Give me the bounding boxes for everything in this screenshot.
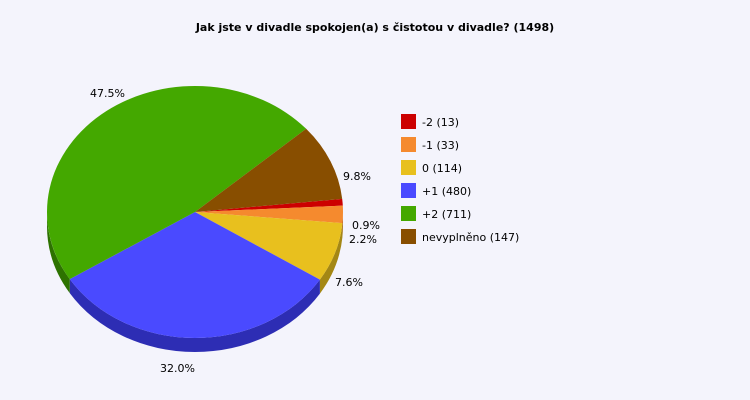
slice-side-+2 — [47, 212, 70, 294]
slice-side-+1 — [69, 279, 320, 353]
legend-entry-+2: +2 (711) — [422, 208, 471, 221]
pie-slice--1 — [195, 205, 343, 224]
pie-slice-+2 — [47, 86, 307, 280]
pie-slice-0 — [195, 212, 343, 280]
legend-entry-+1: +1 (480) — [422, 185, 471, 198]
slice-label-+2: 47.5% — [90, 87, 125, 100]
slice-labels: 0.9%2.2% 7.6% 32.0% 47.5% 9.8% — [90, 87, 380, 375]
slice-side-0 — [319, 223, 343, 294]
slice-label--1: 2.2% — [349, 233, 377, 246]
legend-swatch--2 — [401, 114, 416, 129]
chart-title: Jak jste v divadle spokojen(a) s čistoto… — [195, 21, 554, 34]
pie-slice--2 — [195, 198, 343, 212]
legend-swatch-0 — [401, 160, 416, 175]
legend-entry-nevyplněno: nevyplněno (147) — [422, 231, 519, 244]
slice-label--2: 0.9% — [352, 219, 380, 232]
slice-label-+1: 32.0% — [160, 362, 195, 375]
legend-swatch-+2 — [401, 206, 416, 221]
slice-side--1 — [342, 212, 343, 238]
legend-swatch-+1 — [401, 183, 416, 198]
legend-swatch--1 — [401, 137, 416, 152]
slice-label-nevyplněno: 9.8% — [343, 170, 371, 183]
legend-entry-0: 0 (114) — [422, 162, 462, 175]
pie-slice-nevyplněno — [195, 128, 343, 212]
pie-slices — [47, 86, 343, 353]
pie-slice-+1 — [69, 212, 320, 338]
slice-label-0: 7.6% — [335, 276, 363, 289]
legend-entry--1: -1 (33) — [422, 139, 459, 152]
legend-entry--2: -2 (13) — [422, 116, 459, 129]
legend-swatch-nevyplněno — [401, 229, 416, 244]
legend: -2 (13) -1 (33) 0 (114) +1 (480) +2 (711) nev… — [401, 114, 519, 244]
